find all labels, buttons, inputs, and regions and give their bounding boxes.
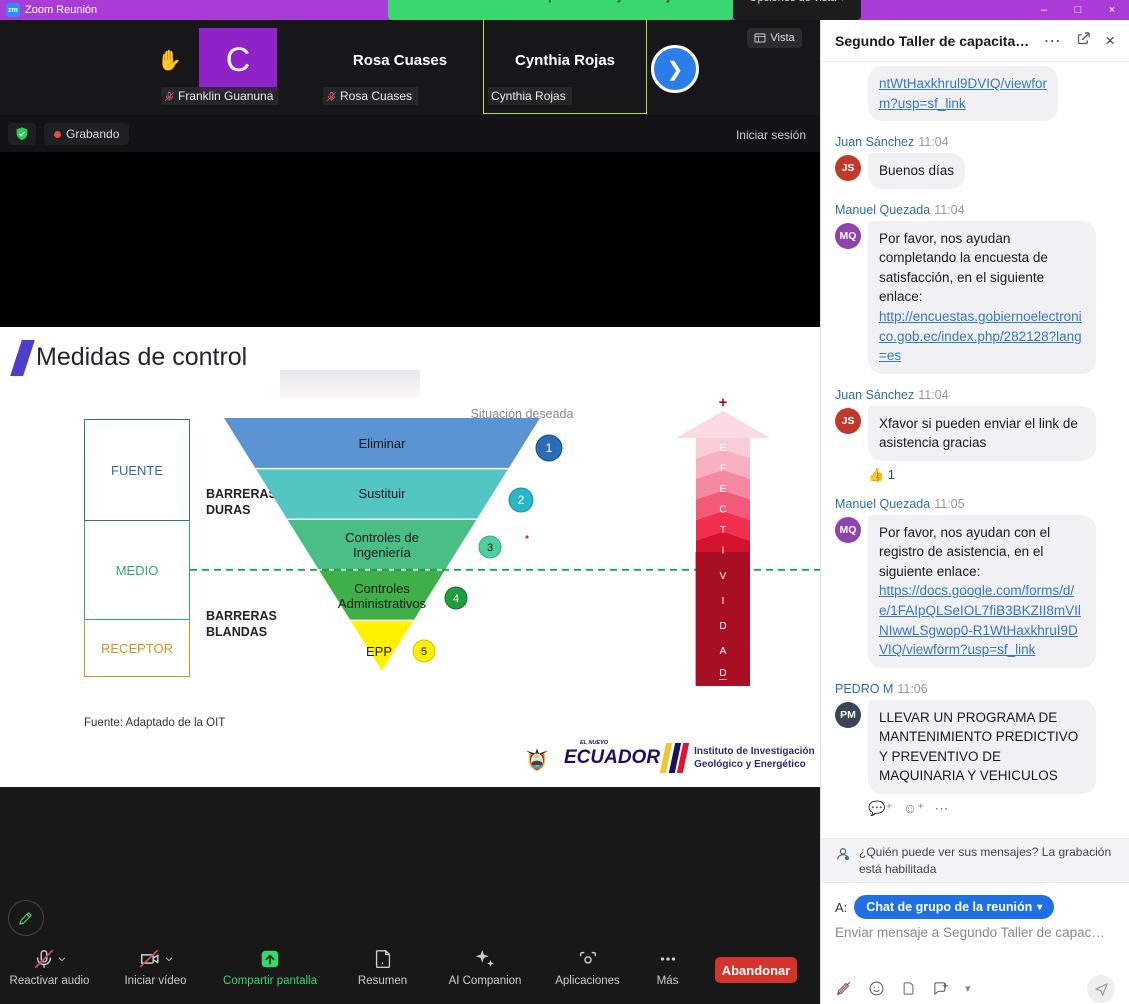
svg-text:D: D: [719, 668, 726, 679]
svg-text:I: I: [722, 596, 725, 607]
svg-text:+: +: [719, 394, 728, 411]
svg-text:I: I: [722, 546, 725, 557]
svg-text:C: C: [719, 505, 726, 516]
svg-text:F: F: [720, 464, 726, 475]
svg-text:E: E: [720, 443, 727, 454]
svg-text:V: V: [720, 571, 727, 582]
svg-text:A: A: [720, 646, 727, 657]
svg-text:E: E: [720, 484, 727, 495]
svg-text:D: D: [719, 621, 726, 632]
svg-text:T: T: [720, 525, 726, 536]
